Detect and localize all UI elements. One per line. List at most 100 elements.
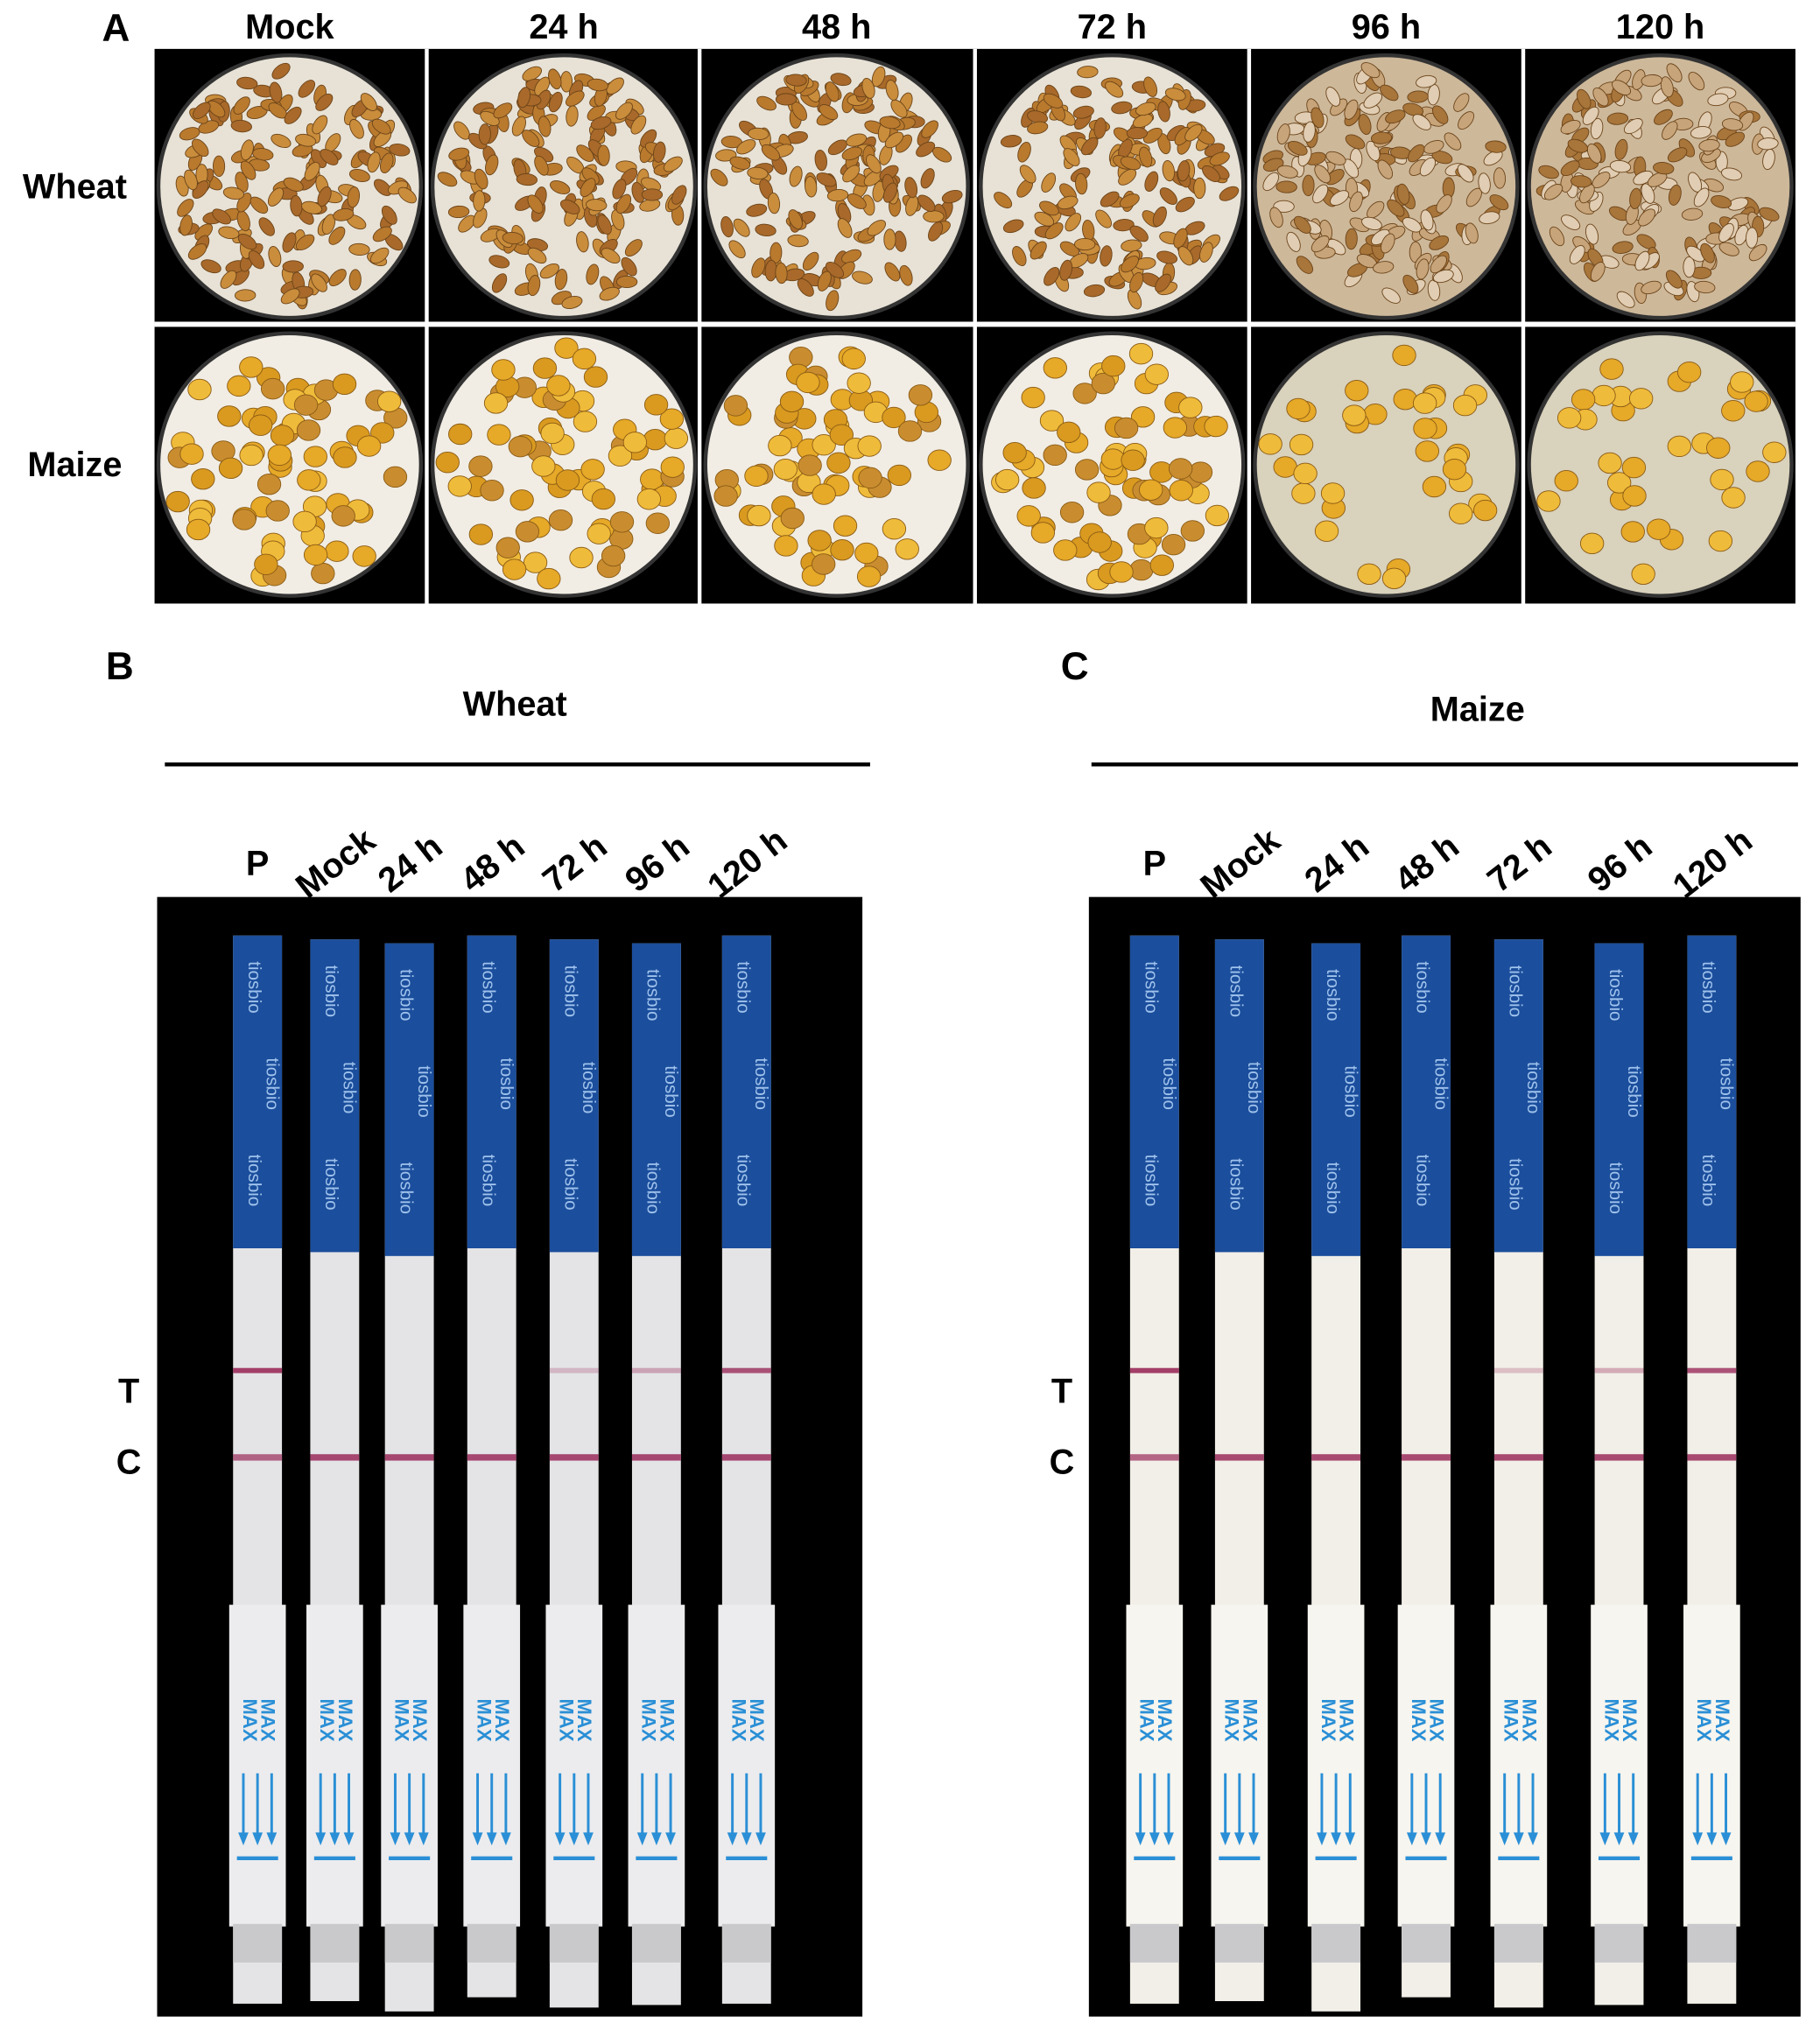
arrow-head <box>727 1832 738 1846</box>
grain <box>1177 246 1194 266</box>
kernel <box>854 542 879 565</box>
kernel <box>882 518 907 540</box>
strip-brand: tiosbio <box>1606 1163 1626 1214</box>
arrow-head <box>1706 1832 1718 1846</box>
strip-brand: tiosbio <box>478 1155 498 1206</box>
grain <box>1144 171 1159 192</box>
grain <box>1444 132 1462 151</box>
grain <box>1427 84 1440 106</box>
grain <box>1358 114 1372 135</box>
grain <box>1612 80 1632 95</box>
arrow-head <box>1435 1832 1446 1846</box>
grain <box>1654 109 1673 125</box>
strip-mark: MAX <box>728 1699 750 1742</box>
grain <box>295 234 315 251</box>
c-line <box>1214 1454 1264 1461</box>
kernel <box>1178 397 1203 418</box>
grain <box>493 102 513 119</box>
arrow-head <box>486 1832 497 1846</box>
kernel <box>491 359 516 381</box>
kernel <box>1345 379 1369 402</box>
kernel <box>643 394 669 416</box>
kernel <box>218 457 243 480</box>
arrow-head <box>665 1832 676 1846</box>
grain <box>1193 177 1206 200</box>
kernel <box>660 456 685 478</box>
kernel <box>1289 433 1314 456</box>
grain <box>1429 235 1450 250</box>
kernel <box>1415 440 1440 462</box>
kernel <box>768 434 792 457</box>
grain <box>1199 242 1213 263</box>
t-line <box>549 1367 599 1373</box>
strip-mark: MAX <box>1425 1699 1447 1742</box>
kernel <box>713 485 738 507</box>
grain <box>797 278 814 297</box>
strip-brand: tiosbio <box>1698 1155 1718 1206</box>
grain <box>1665 270 1683 289</box>
kernel <box>1169 480 1193 502</box>
strip-brand: tiosbio <box>244 961 264 1013</box>
grain <box>1585 223 1599 245</box>
grain <box>921 120 938 138</box>
kernel <box>447 475 472 497</box>
arrow-head <box>1345 1832 1356 1846</box>
strip-brand: tiosbio <box>1624 1065 1644 1117</box>
kernel <box>311 562 335 585</box>
grain <box>312 115 328 135</box>
kernel <box>435 452 460 474</box>
strip-cap <box>1214 939 1264 1253</box>
grain <box>249 196 269 214</box>
grain <box>1721 167 1743 181</box>
lane-label: P <box>1143 845 1166 883</box>
kernel <box>292 510 317 533</box>
grain <box>1275 180 1297 193</box>
kernel <box>1016 505 1041 527</box>
grain <box>527 194 544 214</box>
grain <box>1325 151 1346 165</box>
sample-pad <box>463 1605 521 1927</box>
arrow-head <box>1233 1832 1245 1846</box>
grain <box>371 118 391 135</box>
grain <box>1560 119 1581 135</box>
grain <box>304 161 320 181</box>
kernel <box>1599 358 1624 380</box>
grain <box>663 156 683 172</box>
grain <box>1164 88 1186 102</box>
kernel <box>1030 522 1056 544</box>
arrow-head <box>238 1832 249 1846</box>
grain <box>883 228 896 250</box>
grain <box>1667 147 1688 163</box>
strip-brand: tiosbio <box>262 1057 282 1109</box>
strip-mark: MAX <box>1693 1699 1715 1742</box>
kernel <box>1314 520 1339 542</box>
grain <box>624 239 643 257</box>
arrow-head <box>1406 1832 1417 1846</box>
grain <box>527 247 547 264</box>
grain <box>1561 214 1581 230</box>
kernel <box>569 546 594 569</box>
kernel <box>1121 449 1145 471</box>
grain <box>1157 101 1170 123</box>
kernel <box>744 465 769 487</box>
kernel <box>1188 461 1213 483</box>
grain <box>1641 280 1662 295</box>
kernel <box>239 444 264 467</box>
kernel <box>227 375 251 397</box>
grain <box>360 93 377 111</box>
sample-pad <box>1490 1605 1548 1927</box>
grain <box>1436 194 1452 214</box>
grain <box>1002 219 1024 234</box>
column-header: 24 h <box>529 8 598 46</box>
kernel <box>1320 482 1346 504</box>
c-line <box>384 1454 434 1461</box>
grain <box>1711 195 1732 208</box>
arrow-head <box>583 1832 594 1846</box>
kernel <box>882 406 906 429</box>
kernel <box>780 507 805 530</box>
strip-brand: tiosbio <box>1323 1163 1343 1214</box>
strip-brand: tiosbio <box>321 966 341 1017</box>
strip-mark: MAX <box>491 1699 513 1742</box>
grain <box>1396 183 1410 205</box>
